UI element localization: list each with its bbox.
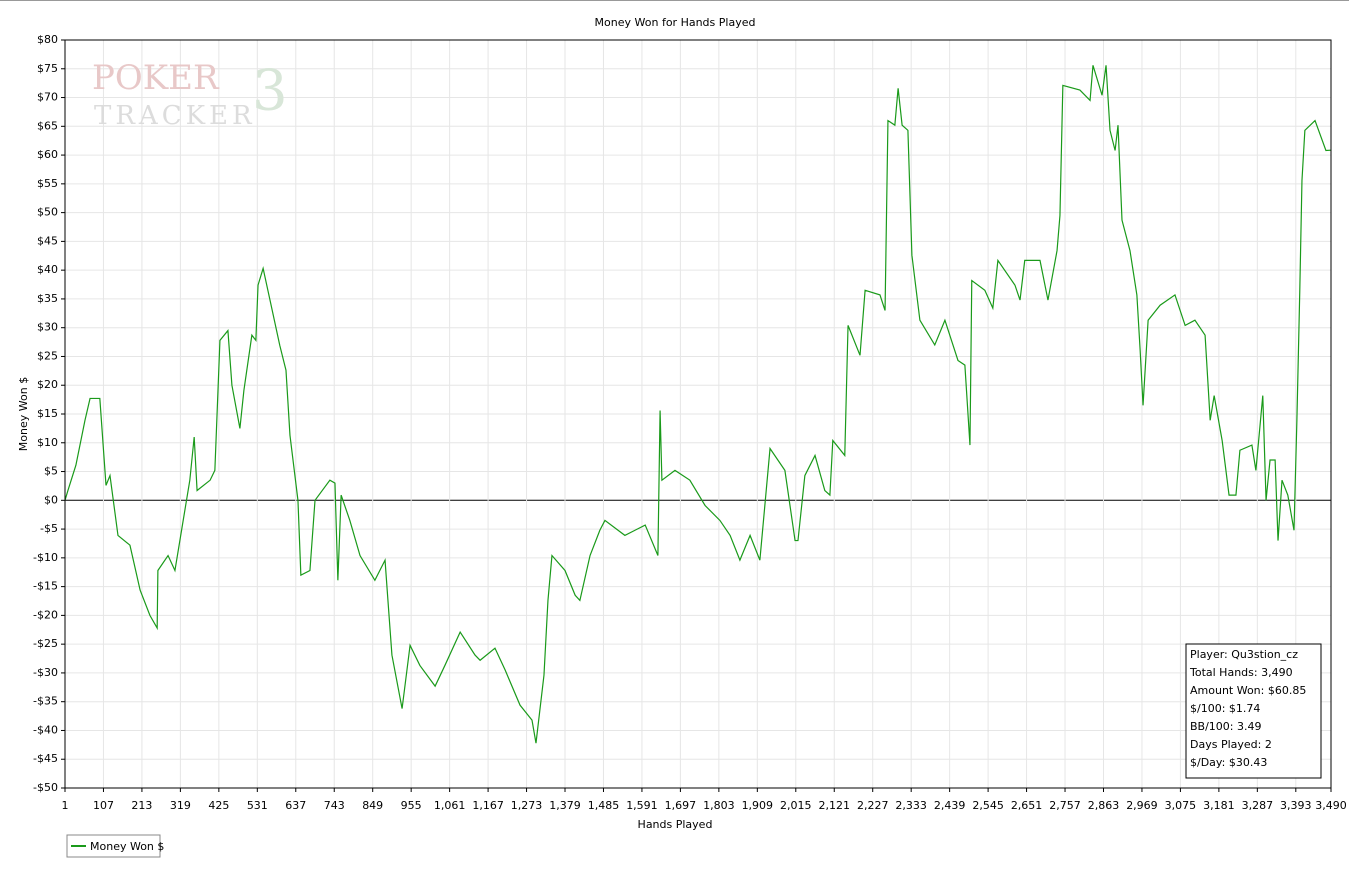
y-tick-label: -$20 xyxy=(33,608,58,621)
ticks: $80 $75 $70 $65 $60 $55 $50 $45 $40 $35 $30 $25 $20 $… xyxy=(33,33,1347,812)
x-tick-label: 1,061 xyxy=(434,799,466,812)
y-tick-label: $65 xyxy=(37,119,58,132)
y-tick-label: $5 xyxy=(44,465,58,478)
x-tick-label: 2,757 xyxy=(1049,799,1081,812)
x-tick-label: 1,379 xyxy=(549,799,581,812)
x-tick-label: 1,591 xyxy=(626,799,658,812)
x-tick-label: 955 xyxy=(401,799,422,812)
x-tick-label: 1,167 xyxy=(472,799,504,812)
x-tick-label: 637 xyxy=(285,799,306,812)
series-line xyxy=(64,65,1332,744)
x-tick-label: 319 xyxy=(170,799,191,812)
plot-frame xyxy=(64,39,1332,789)
x-tick-label: 213 xyxy=(131,799,152,812)
y-tick-label: -$5 xyxy=(40,522,58,535)
x-tick-label: 107 xyxy=(93,799,114,812)
chart-title: Money Won for Hands Played xyxy=(595,16,756,29)
y-tick-label: $20 xyxy=(37,378,58,391)
x-tick-label: 425 xyxy=(208,799,229,812)
x-tick-label: 3,181 xyxy=(1203,799,1235,812)
x-tick-label: 3,490 xyxy=(1315,799,1347,812)
x-tick-label: 2,121 xyxy=(819,799,851,812)
y-tick-label: $45 xyxy=(37,234,58,247)
y-tick-label: $40 xyxy=(37,263,58,276)
x-tick-label: 3,393 xyxy=(1280,799,1312,812)
x-tick-label: 2,969 xyxy=(1126,799,1158,812)
y-tick-label: -$25 xyxy=(33,637,58,650)
x-tick-label: 2,863 xyxy=(1088,799,1120,812)
watermark: TRACKER xyxy=(94,101,256,131)
x-tick-label: 3,287 xyxy=(1242,799,1274,812)
y-tick-label: $70 xyxy=(37,91,58,104)
stats-box: Player: Qu3stion_cz Total Hands: 3,490 Amo… xyxy=(1185,643,1322,779)
watermark: 3 xyxy=(252,59,288,124)
x-tick-label: 1,803 xyxy=(703,799,735,812)
y-tick-label: $50 xyxy=(37,206,58,219)
x-tick-label: 2,439 xyxy=(934,799,966,812)
x-tick-label: 743 xyxy=(324,799,345,812)
stats-line: Days Played: 2 xyxy=(1190,738,1272,751)
y-tick-label: -$30 xyxy=(33,666,58,679)
y-tick-label: $15 xyxy=(37,407,58,420)
watermark: POKER xyxy=(92,58,220,98)
plot xyxy=(64,65,1332,744)
y-tick-label: $25 xyxy=(37,349,58,362)
y-tick-label: $75 xyxy=(37,62,58,75)
x-tick-label: 1,909 xyxy=(742,799,774,812)
y-tick-label: $80 xyxy=(37,33,58,46)
y-tick-label: -$50 xyxy=(33,781,58,794)
x-tick-label: 2,227 xyxy=(857,799,889,812)
x-tick-label: 2,015 xyxy=(780,799,812,812)
x-tick-label: 1,485 xyxy=(588,799,620,812)
legend-label: Money Won $ xyxy=(90,840,164,853)
stats-line: $/Day: $30.43 xyxy=(1190,756,1267,769)
y-tick-label: $0 xyxy=(44,493,58,506)
x-tick-label: 849 xyxy=(362,799,383,812)
x-axis-label: Hands Played xyxy=(638,818,713,831)
y-tick-label: -$10 xyxy=(33,551,58,564)
x-tick-label: 531 xyxy=(247,799,268,812)
x-tick-label: 1 xyxy=(62,799,69,812)
x-tick-label: 3,075 xyxy=(1165,799,1197,812)
y-tick-label: -$35 xyxy=(33,695,58,708)
x-tick-label: 1,273 xyxy=(511,799,543,812)
stats-line: Total Hands: 3,490 xyxy=(1189,666,1293,679)
y-tick-label: $60 xyxy=(37,148,58,161)
y-tick-label: $30 xyxy=(37,321,58,334)
x-tick-label: 2,333 xyxy=(895,799,927,812)
x-tick-label: 1,697 xyxy=(665,799,697,812)
stats-line: Amount Won: $60.85 xyxy=(1190,684,1306,697)
y-tick-label: $35 xyxy=(37,292,58,305)
legend-frame xyxy=(66,834,161,858)
stats-line: BB/100: 3.49 xyxy=(1190,720,1262,733)
y-tick-label: $10 xyxy=(37,436,58,449)
legend: Money Won $ xyxy=(66,834,164,858)
y-axis-label: Money Won $ xyxy=(17,377,30,451)
stats-line: Player: Qu3stion_cz xyxy=(1190,648,1298,661)
stats-frame xyxy=(1185,643,1322,779)
stats-line: $/100: $1.74 xyxy=(1190,702,1260,715)
y-tick-label: -$15 xyxy=(33,580,58,593)
y-tick-label: -$45 xyxy=(33,752,58,765)
y-tick-label: $55 xyxy=(37,177,58,190)
x-tick-label: 2,545 xyxy=(972,799,1004,812)
x-tick-label: 2,651 xyxy=(1011,799,1043,812)
grid xyxy=(64,39,1332,789)
y-tick-label: -$40 xyxy=(33,723,58,736)
